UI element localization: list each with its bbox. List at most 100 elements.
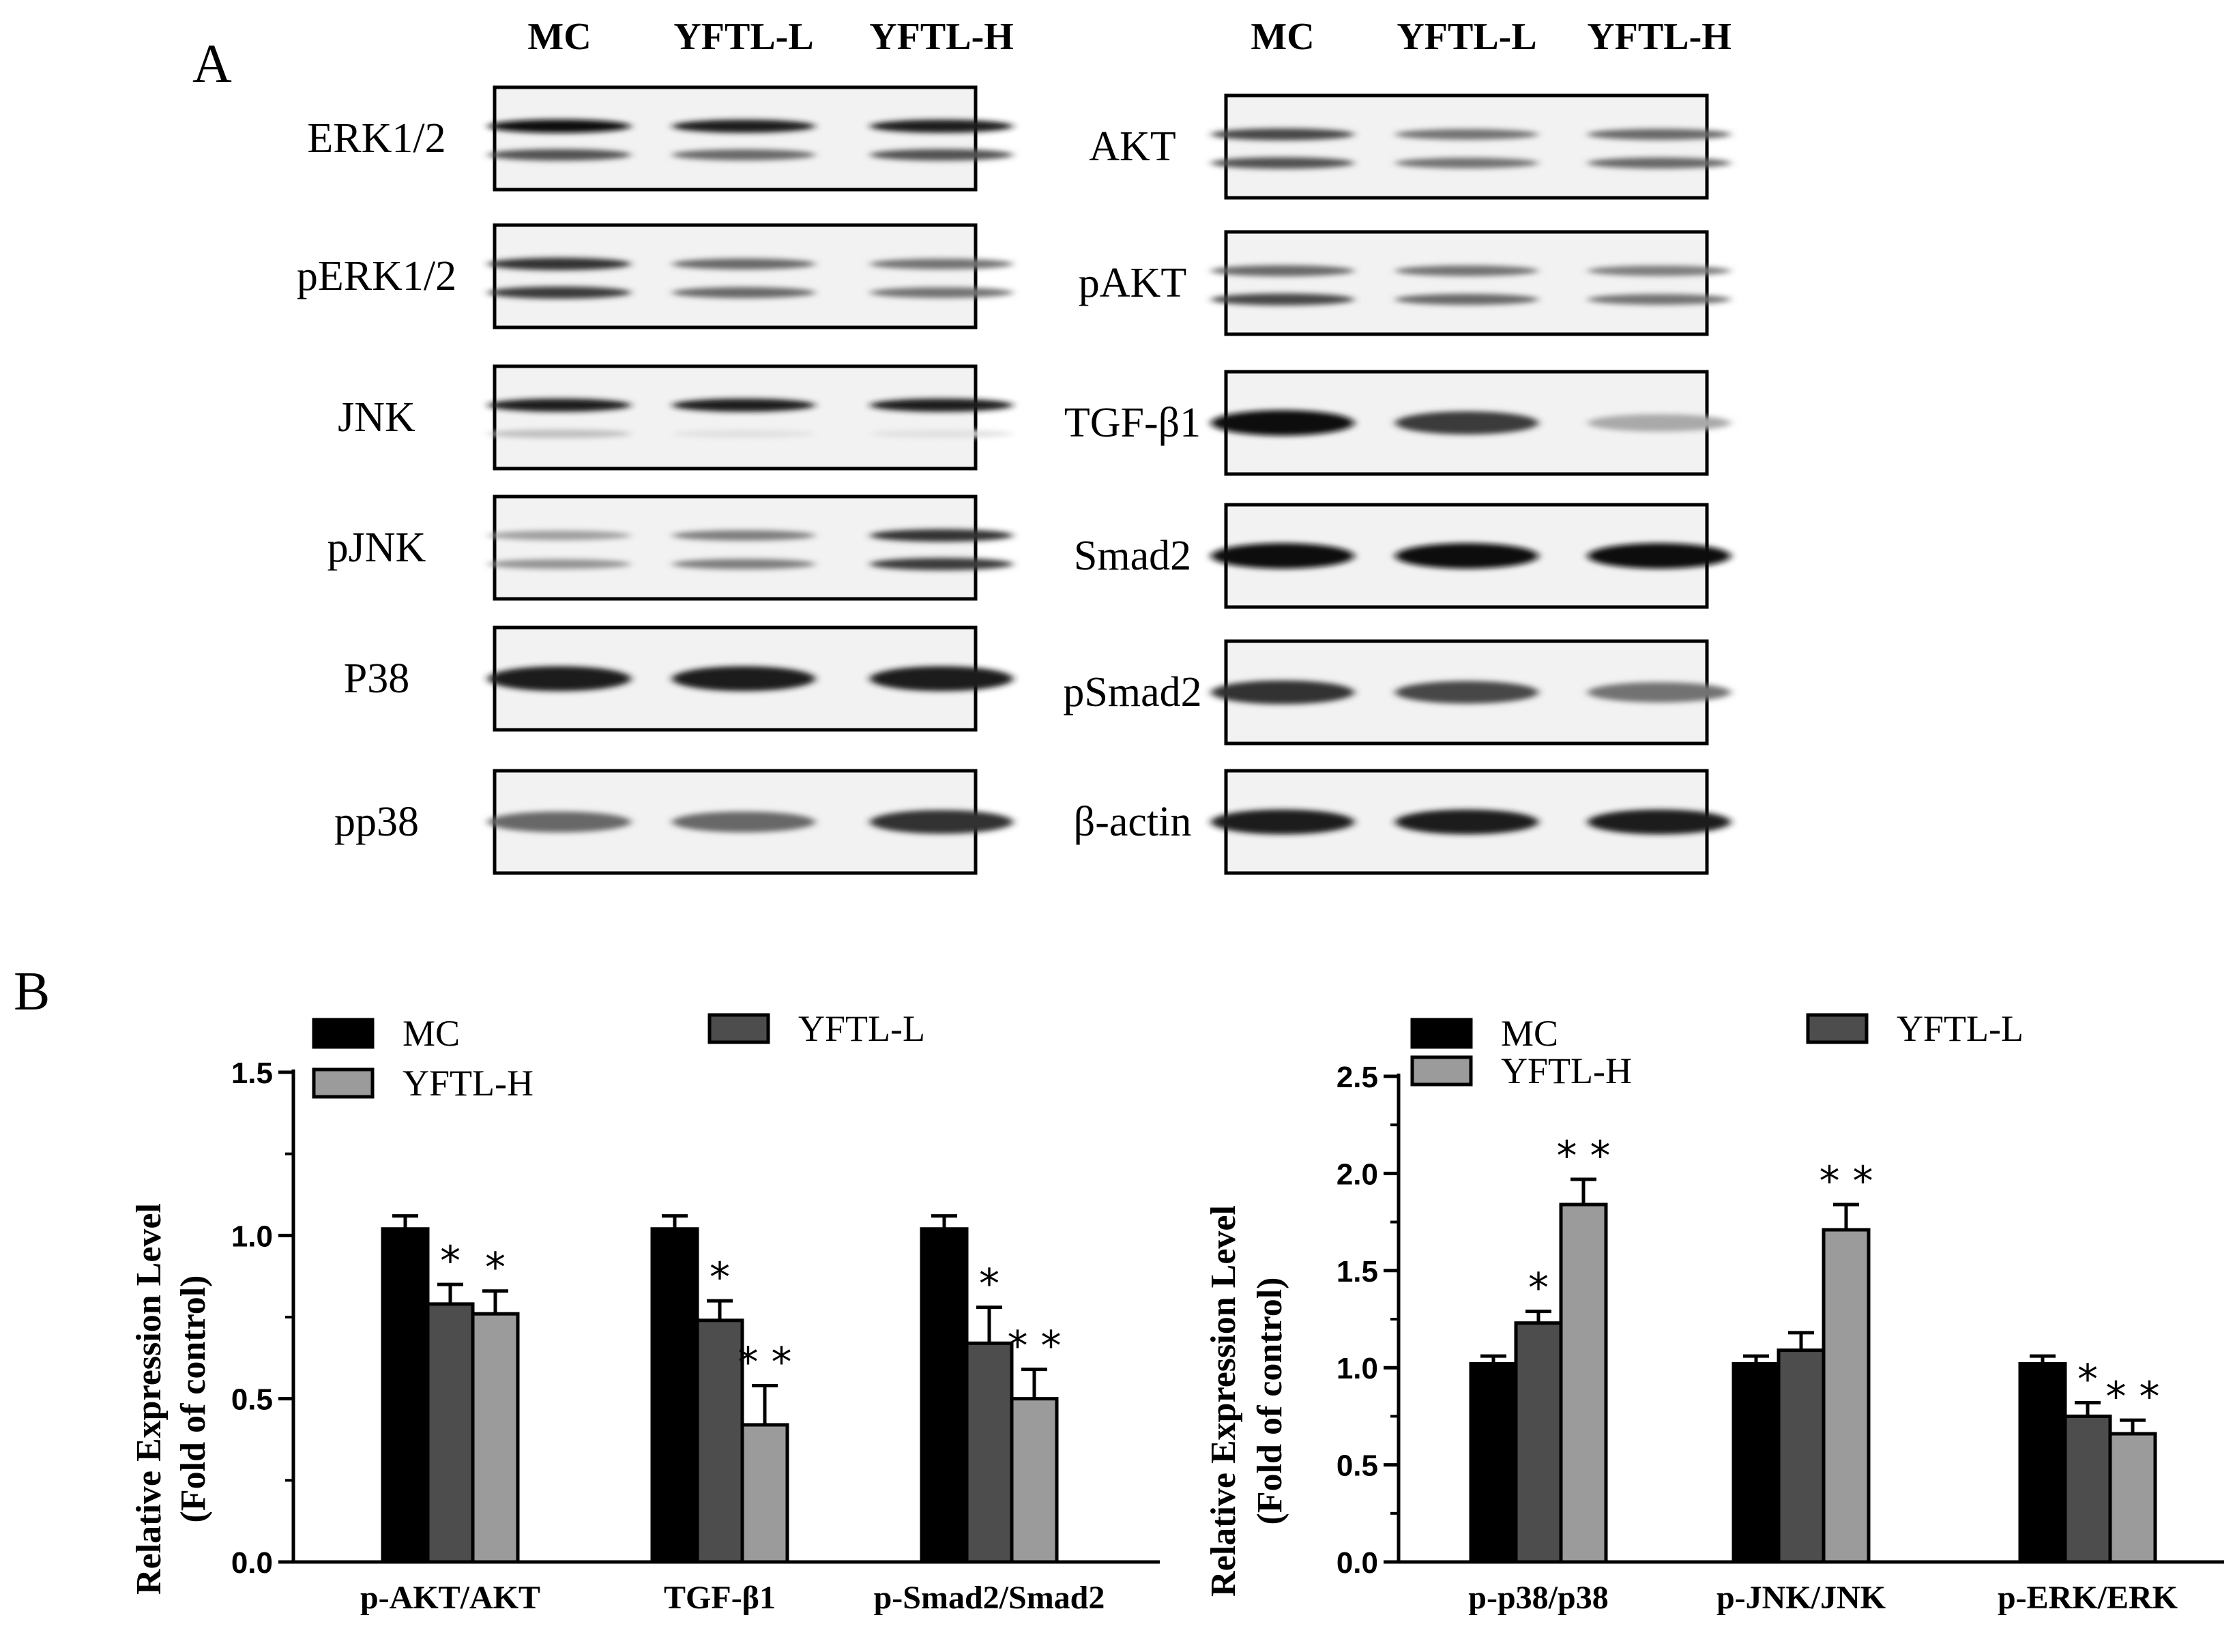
x-category-label: p-AKT/AKT [360,1580,540,1616]
blot-frame [493,495,978,601]
blot-band [488,149,631,161]
y-tick-label: 1.5 [231,1057,273,1090]
chart-left: 0.0 0.5 1.0 1.5 Relative Expression Level (Fo… [130,1008,1160,1616]
significance-mark: * [2077,1355,2098,1403]
x-category-label: p-ERK/ERK [1998,1580,2178,1616]
blot-band [870,398,1013,412]
bar [2108,1432,2157,1564]
y-axis-label-2: (Fold of control) [174,1275,213,1523]
significance-mark: * * [1819,1157,1873,1205]
blot-band [1211,680,1354,705]
legend-swatch [1410,1018,1473,1049]
significance-mark: * * [1556,1132,1610,1180]
y-tick-label: 0.5 [231,1383,273,1417]
lane-header-left-0: MC [527,16,591,58]
lane-header-right-2: YFTL-H [1587,16,1732,58]
blot-right-1: pAKT [1079,230,1731,336]
significance-mark: * [1528,1265,1549,1312]
lane-header-right-0: MC [1251,16,1314,58]
legend-label: MC [1501,1013,1558,1054]
legend-swatch [312,1067,375,1099]
blot-band [870,119,1013,133]
x-category-label: TGF-β1 [664,1580,776,1616]
blot-band [1588,543,1731,569]
blot-band [1588,265,1731,276]
legend-label: YFTL-H [403,1063,534,1104]
bar [920,1227,969,1564]
blot-left-2: JNK [338,364,1013,471]
blot-frame [1224,230,1709,336]
legend-swatch [1410,1055,1473,1087]
y-tick-label: 2.5 [1336,1061,1378,1094]
blot-band [1211,157,1354,169]
bar [471,1312,520,1564]
blot-band [870,287,1013,298]
significance-mark: * * [2105,1373,2159,1421]
blot-band [1211,265,1354,277]
x-category-label: p-JNK/JNK [1717,1580,1886,1616]
legend-swatch [1806,1013,1869,1044]
blot-band [672,149,815,161]
blot-band [672,811,815,833]
blot-band [1395,809,1538,835]
y-tick-label: 0.0 [1336,1546,1378,1580]
y-tick-label: 0.0 [231,1546,273,1580]
blots-left: ERK1/2 pERK1/2 JNK pJNK P38 pp38 [297,85,1013,875]
bar [695,1318,744,1564]
blot-label: JNK [338,394,415,441]
blot-band [870,529,1013,542]
blot-band [488,119,631,133]
blot-left-5: pp38 [334,769,1013,875]
blot-band [488,531,631,540]
blot-right-2: TGF-β1 [1064,370,1731,476]
bar [650,1227,699,1564]
panel-a-western-blots: A MC YFTL-L YFTL-H MC YFTL-L YFTL-H ERK1/2 pE… [192,16,1732,875]
bar [381,1227,430,1564]
blot-label: pAKT [1079,260,1186,306]
legend-swatch [312,1018,375,1049]
blot-band [1395,265,1538,276]
bar [426,1302,475,1564]
significance-mark: * [710,1254,730,1301]
blot-band [870,666,1013,692]
legend-label: YFTL-L [798,1008,925,1049]
x-category-label: p-p38/p38 [1468,1580,1608,1616]
blot-band [672,258,815,270]
blot-label: β-actin [1074,799,1192,845]
significance-mark: * * [1007,1323,1061,1370]
blot-band [1395,411,1538,434]
blot-band [1588,682,1731,703]
bar [1514,1321,1563,1564]
bar [1469,1362,1518,1564]
blot-band [1588,128,1731,141]
blot-left-3: pJNK [327,495,1013,601]
blot-band [1588,809,1731,835]
significance-mark: * [979,1260,999,1308]
bar [965,1341,1014,1564]
blot-frame [1224,93,1709,200]
panel-b-letter: B [14,962,50,1022]
blot-band [672,119,815,133]
blot-band [870,558,1013,570]
blot-band [672,666,815,692]
lane-headers-right: MC YFTL-L YFTL-H [1251,16,1731,58]
bar [1822,1228,1871,1564]
blot-band [870,149,1013,161]
blot-band [488,286,631,299]
blot-band [1211,293,1354,306]
blot-band [1395,681,1538,704]
x-category-label: p-Smad2/Smad2 [874,1580,1105,1616]
bar [1010,1397,1059,1564]
blot-band [1588,157,1731,169]
legend-label: YFTL-H [1501,1050,1632,1091]
blot-left-1: pERK1/2 [297,223,1013,329]
bar [1777,1348,1826,1564]
legend-label: MC [403,1013,460,1054]
significance-mark: * * [737,1339,791,1387]
blot-band [672,398,815,412]
bar [740,1423,789,1564]
bar [2018,1362,2067,1564]
blot-frame [493,85,978,192]
y-axis-label-2: (Fold of control) [1251,1278,1289,1525]
